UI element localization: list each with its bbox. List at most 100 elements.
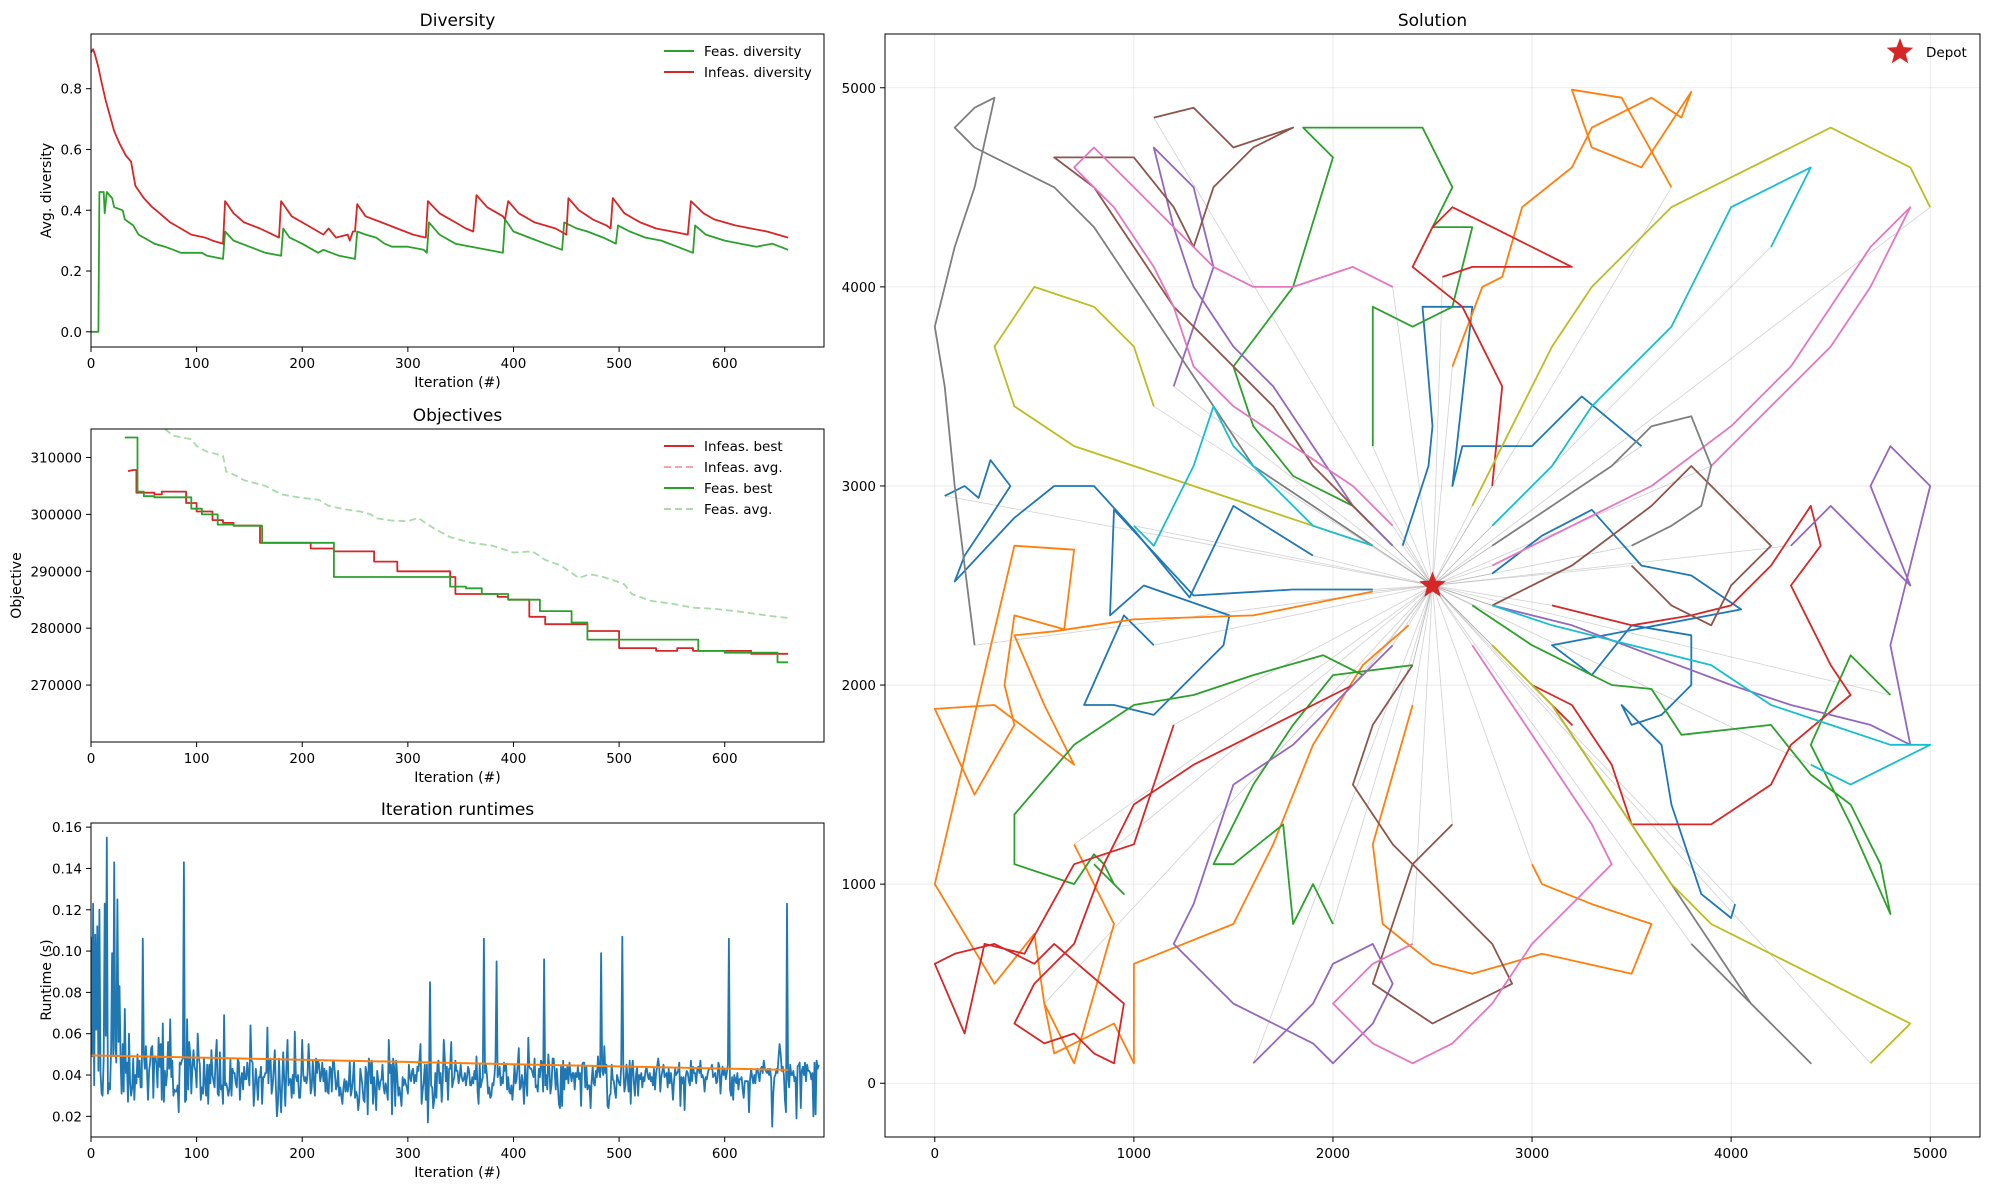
depot-connector [1432, 585, 1493, 606]
depot-connector [1432, 276, 1443, 586]
depot-connector [1432, 187, 1672, 586]
x-tick-label: 0 [930, 1146, 939, 1162]
axes-frame [884, 33, 1981, 1138]
y-tick-label: 310000 [30, 450, 82, 466]
depot-connector [1402, 545, 1433, 586]
depot-connector [1133, 525, 1433, 586]
x-tick-label: 500 [606, 751, 632, 767]
depot-connector [1432, 585, 1553, 606]
x-tick-label: 600 [712, 356, 738, 372]
depot-connector [1432, 565, 1632, 586]
x-tick-label: 0 [87, 1146, 96, 1162]
axes-frame [90, 822, 825, 1138]
x-tick-label: 0 [87, 751, 96, 767]
depot-connector [1392, 545, 1433, 586]
legend-label: Feas. diversity [704, 44, 801, 60]
depot-connector [1153, 405, 1433, 586]
depot-connector [1362, 585, 1433, 676]
depot-marker [1419, 571, 1446, 597]
depot-connector [1432, 585, 1736, 905]
route-line-29 [1491, 644, 1912, 1064]
y-axis-label: Objective [9, 552, 25, 618]
x-tick-label: 100 [184, 751, 210, 767]
depot-connector [1432, 505, 1473, 586]
x-tick-label: 1000 [1117, 1146, 1151, 1162]
x-tick-label: 300 [395, 1146, 421, 1162]
x-tick-label: 3000 [1515, 1146, 1549, 1162]
depot-connector [1432, 545, 1632, 586]
series-line-1 [91, 48, 789, 245]
runtime-line [91, 836, 820, 1128]
series-line-3 [164, 429, 789, 619]
depot-connector [1392, 286, 1433, 586]
route-line-26 [1491, 415, 1713, 547]
x-tick-label: 500 [606, 356, 632, 372]
depot-connector [1173, 585, 1433, 726]
route-line-17 [1152, 146, 1394, 547]
x-tick-label: 300 [395, 751, 421, 767]
legend-depot-marker [1886, 38, 1914, 64]
y-tick-label: 280000 [30, 621, 82, 637]
route-line-6 [1451, 88, 1693, 367]
y-tick-label: 0.14 [52, 861, 82, 877]
route-line-18 [1053, 106, 1374, 527]
x-axis-label: Iteration (#) [414, 375, 501, 391]
depot-connector [1372, 545, 1433, 586]
depot-connector [1252, 585, 1433, 1064]
depot-connector [1432, 585, 1692, 945]
route-line-21 [1073, 146, 1394, 527]
x-axis-label: Iteration (#) [414, 1165, 501, 1181]
depot-connector [1432, 585, 1473, 606]
depot-connector [1372, 545, 1433, 586]
route-line-32 [1491, 166, 1812, 527]
y-tick-label: 5000 [842, 81, 876, 97]
depot-connector [1412, 585, 1433, 666]
route-line-5 [1043, 624, 1410, 1065]
depot-connector [1432, 585, 1493, 646]
route-line-16 [1491, 445, 1932, 746]
depot-connector [1432, 585, 1891, 696]
depot-connector [1073, 585, 1433, 845]
route-line-4 [933, 544, 1373, 1004]
depot-connector [1372, 585, 1433, 590]
y-tick-label: 3000 [842, 479, 876, 495]
series-line-2 [124, 436, 789, 664]
route-line-19 [1352, 664, 1513, 1025]
route-line-22 [1332, 644, 1613, 1065]
route-line-12 [933, 684, 1354, 1065]
runtime-trend-line [91, 1054, 789, 1071]
depot-connector [1432, 585, 1533, 865]
route-line-14 [1531, 505, 1852, 826]
route-line-7 [1371, 704, 1653, 975]
y-tick-label: 4000 [842, 280, 876, 296]
chart-title: Objectives [413, 406, 503, 426]
x-tick-label: 300 [395, 356, 421, 372]
legend-label: Infeas. avg. [704, 460, 783, 476]
axes-frame [90, 33, 825, 348]
y-tick-label: 0.8 [61, 82, 82, 98]
y-tick-label: 1000 [842, 877, 876, 893]
y-tick-label: 0.10 [52, 944, 82, 960]
x-tick-label: 5000 [1913, 1146, 1947, 1162]
depot-connector [1412, 585, 1433, 666]
x-tick-label: 4000 [1714, 1146, 1748, 1162]
x-tick-label: 500 [606, 1146, 632, 1162]
plot-area [124, 429, 789, 664]
series-line-0 [91, 191, 789, 333]
depot-connector [1432, 585, 1493, 606]
x-tick-label: 400 [501, 356, 527, 372]
route-line-9 [1212, 664, 1413, 925]
route-line-20 [1491, 465, 1772, 627]
route-line-23 [1491, 206, 1912, 567]
depot-connector [1372, 445, 1433, 586]
depot-connector [1043, 585, 1433, 1004]
y-tick-label: 0.08 [52, 985, 82, 1001]
legend-label: Infeas. diversity [704, 65, 812, 81]
x-tick-label: 2000 [1316, 1146, 1350, 1162]
depot-connector [1432, 525, 1493, 586]
route-line-11 [1232, 126, 1474, 547]
plot-area [933, 88, 1932, 1065]
legend-label: Depot [1926, 45, 1967, 61]
chart-title: Solution [1398, 11, 1467, 31]
